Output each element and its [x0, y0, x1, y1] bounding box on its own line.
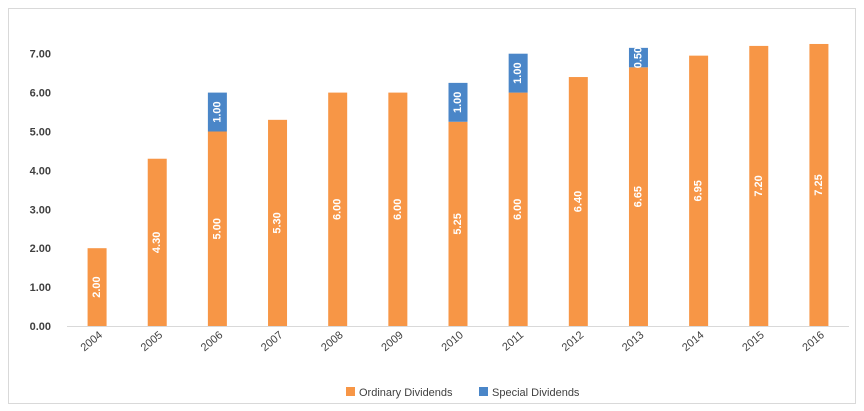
bar-ordinary-2004 [87, 248, 107, 326]
data-label-special-2006: 1.00 [211, 101, 223, 122]
legend-swatch-special [479, 387, 488, 396]
data-label-ordinary-2009: 6.00 [392, 199, 404, 220]
y-tick-label: 5.00 [30, 127, 51, 139]
bar-ordinary-2011 [508, 92, 528, 326]
bar-ordinary-2016 [809, 43, 829, 326]
bar-ordinary-2005 [147, 158, 167, 326]
x-axis: 2004 2005 2006 2007 2008 2009 2010 2011 2012 2013… [67, 326, 849, 354]
x-tick-label-2007: 2007 [259, 329, 285, 354]
bars-group: 2.00 4.30 5.00 1.00 5.30 6.00 6.00 5.25 1.00 6.00… [87, 43, 829, 327]
x-tick-label-2016: 2016 [800, 329, 826, 354]
bar-ordinary-2008 [328, 92, 348, 326]
y-tick-label: 4.00 [30, 165, 51, 177]
data-label-ordinary-2016: 7.25 [813, 174, 825, 195]
data-label-ordinary-2011: 6.00 [512, 199, 524, 220]
bar-ordinary-2007 [268, 119, 288, 326]
x-tick-label-2004: 2004 [79, 329, 105, 354]
data-label-ordinary-2006: 5.00 [211, 218, 223, 239]
bar-special-2013 [628, 47, 648, 68]
bar-special-2006 [207, 92, 227, 132]
legend-label-ordinary: Ordinary Dividends [359, 387, 453, 399]
bar-special-2010 [448, 82, 468, 122]
x-tick-label-2009: 2009 [379, 329, 405, 354]
y-tick-label: 3.00 [30, 204, 51, 216]
bar-ordinary-2012 [568, 77, 588, 326]
x-tick-label-2005: 2005 [139, 329, 165, 354]
data-label-ordinary-2008: 6.00 [332, 199, 344, 220]
y-tick-label: 6.00 [30, 88, 51, 100]
y-tick-label: 2.00 [30, 243, 51, 255]
data-label-ordinary-2010: 5.25 [452, 213, 464, 234]
bar-ordinary-2013 [628, 67, 648, 326]
data-label-special-2011: 1.00 [512, 62, 524, 83]
data-label-ordinary-2005: 4.30 [151, 232, 163, 253]
x-tick-label-2010: 2010 [439, 329, 465, 354]
data-label-ordinary-2013: 6.65 [632, 186, 644, 207]
data-label-ordinary-2007: 5.30 [272, 212, 284, 233]
data-label-ordinary-2015: 7.20 [753, 175, 765, 196]
bar-ordinary-2014 [689, 55, 709, 327]
y-tick-label: 1.00 [30, 282, 51, 294]
bar-ordinary-2015 [749, 45, 769, 327]
bar-ordinary-2006 [207, 131, 227, 326]
x-tick-label-2006: 2006 [199, 329, 225, 354]
dividend-bar-chart: 0.00 1.00 2.00 3.00 4.00 5.00 6.00 7.00 2.00 4.3… [30, 43, 849, 399]
y-axis: 0.00 1.00 2.00 3.00 4.00 5.00 6.00 7.00 [30, 49, 51, 333]
bar-ordinary-2010 [448, 121, 468, 327]
x-tick-label-2011: 2011 [500, 329, 526, 353]
bar-ordinary-2009 [388, 92, 408, 326]
data-label-special-2013: 0.50 [632, 47, 644, 68]
data-label-ordinary-2012: 6.40 [572, 191, 584, 212]
data-label-ordinary-2004: 2.00 [91, 276, 103, 297]
data-label-ordinary-2014: 6.95 [693, 180, 705, 201]
legend: Ordinary Dividends Special Dividends [346, 387, 580, 399]
y-tick-label: 0.00 [30, 321, 51, 333]
x-tick-label-2008: 2008 [319, 329, 345, 354]
data-label-special-2010: 1.00 [452, 92, 464, 113]
legend-label-special: Special Dividends [492, 387, 580, 399]
bar-special-2011 [508, 53, 528, 93]
x-tick-label-2013: 2013 [620, 329, 646, 354]
y-tick-label: 7.00 [30, 49, 51, 61]
chart-frame: 0.00 1.00 2.00 3.00 4.00 5.00 6.00 7.00 2.00 4.3… [8, 8, 856, 404]
x-tick-label-2014: 2014 [680, 329, 706, 354]
legend-swatch-ordinary [346, 387, 355, 396]
x-tick-label-2012: 2012 [560, 329, 586, 354]
x-tick-label-2015: 2015 [740, 329, 766, 354]
